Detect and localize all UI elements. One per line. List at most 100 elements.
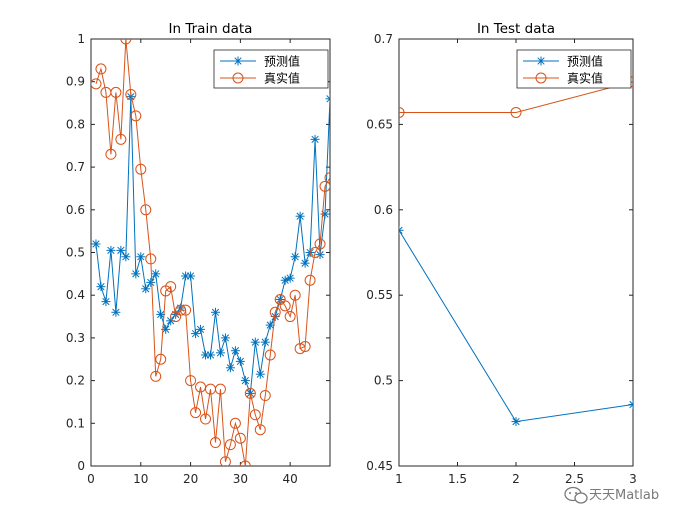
train-predicted-data-point bbox=[210, 307, 220, 317]
train-actual-data-point bbox=[140, 204, 152, 216]
train-actual-data-point bbox=[309, 247, 321, 258]
test-actual-data-point bbox=[510, 106, 522, 118]
train-predicted-data-point bbox=[91, 239, 101, 249]
train-y-tick-label: 0.4 bbox=[66, 288, 85, 302]
test-x-tick-label: 2.5 bbox=[565, 472, 584, 486]
train-actual-data-point bbox=[180, 304, 192, 316]
train-actual-data-point bbox=[234, 432, 246, 444]
train-predicted-data-point bbox=[141, 284, 151, 294]
train-actual-data-point bbox=[135, 163, 147, 175]
train-y-tick-label: 0.2 bbox=[66, 374, 85, 388]
test-legend-entry-actual: 真实值 bbox=[523, 71, 603, 86]
train-predicted-data-point bbox=[96, 282, 106, 292]
test-x-tick-label: 2 bbox=[512, 472, 520, 486]
train-predicted-data-point bbox=[186, 271, 196, 281]
train-actual-data-point bbox=[319, 180, 330, 192]
train-series bbox=[91, 39, 330, 466]
train-y-tick-label: 1 bbox=[77, 32, 85, 46]
train-y-tick-label: 0.3 bbox=[66, 331, 85, 345]
test-y-tick-label: 0.55 bbox=[366, 288, 393, 302]
train-legend-entry-actual-glyph bbox=[232, 72, 244, 84]
train-actual-data-point bbox=[95, 63, 107, 75]
train-predicted-data-point bbox=[136, 252, 146, 262]
train-predicted-data-point bbox=[240, 376, 250, 386]
test-legend: 预测值 真实值 bbox=[516, 49, 632, 89]
train-predicted-data-point bbox=[146, 277, 156, 287]
test-legend-label-predicted: 预测值 bbox=[567, 54, 603, 69]
test-actual-data-point bbox=[399, 106, 405, 118]
train-actual-data-point bbox=[110, 86, 122, 98]
train-predicted-data-point bbox=[106, 245, 116, 255]
train-chart-title: In Train data bbox=[169, 21, 253, 37]
test-predicted-data-point bbox=[511, 417, 521, 427]
train-actual-data-point bbox=[289, 289, 301, 301]
train-actual-series-line bbox=[95, 39, 330, 466]
test-predicted-data-point bbox=[399, 225, 404, 235]
train-predicted-series-line bbox=[95, 96, 330, 394]
train-predicted-data-point bbox=[230, 346, 240, 356]
train-actual-data-point bbox=[224, 439, 236, 451]
test-legend-entry-predicted-glyph bbox=[536, 56, 546, 66]
train-legend-label-predicted: 预测值 bbox=[264, 54, 300, 69]
train-actual-data-point bbox=[279, 300, 291, 312]
train-predicted-data-point bbox=[131, 269, 141, 279]
test-y-tick-label: 0.5 bbox=[374, 374, 393, 388]
test-legend-box bbox=[516, 49, 632, 89]
train-actual-data-point bbox=[254, 424, 266, 436]
test-x-tick-label: 1.5 bbox=[448, 472, 467, 486]
test-series bbox=[399, 76, 633, 427]
train-predicted-data-point bbox=[196, 324, 206, 334]
test-axes: In Test data 1 1.5 2 2.5 3 0.45 0.5 0.55 0.6 0.6… bbox=[366, 21, 637, 486]
train-legend-entry-predicted: 预测值 bbox=[220, 54, 300, 69]
test-x-tick-label: 1 bbox=[395, 472, 403, 486]
train-x-tick-label: 0 bbox=[87, 472, 95, 486]
train-axes: In Train data 0 10 20 30 40 0 0.1 0.2 0.3 0.4 0.5… bbox=[66, 21, 331, 486]
train-actual-data-point bbox=[120, 39, 132, 45]
train-predicted-data-point bbox=[295, 211, 305, 221]
train-actual-data-point bbox=[294, 343, 306, 355]
test-x-tick-label: 3 bbox=[629, 472, 637, 486]
test-y-tick-label: 0.7 bbox=[374, 32, 393, 46]
train-legend-box bbox=[213, 49, 329, 89]
train-x-tick-label: 10 bbox=[133, 472, 148, 486]
test-x-ticks: 1 1.5 2 2.5 3 bbox=[395, 39, 637, 486]
test-legend-entry-predicted: 预测值 bbox=[523, 54, 603, 69]
train-legend-marker-predicted bbox=[233, 56, 243, 66]
train-actual-data-point bbox=[165, 281, 177, 293]
train-actual-data-point bbox=[299, 340, 311, 352]
train-y-tick-label: 0.5 bbox=[66, 246, 85, 260]
train-x-tick-label: 30 bbox=[233, 472, 248, 486]
train-actual-data-point bbox=[115, 133, 127, 145]
train-actual-data-point bbox=[105, 148, 117, 160]
test-y-tick-label: 0.6 bbox=[374, 203, 393, 217]
train-x-tick-label: 20 bbox=[183, 472, 198, 486]
train-x-ticks: 0 10 20 30 40 bbox=[87, 39, 298, 486]
train-actual-data-point bbox=[91, 78, 102, 90]
train-actual-data-point bbox=[125, 89, 137, 101]
train-predicted-data-point bbox=[235, 356, 245, 366]
train-predicted-data-point bbox=[260, 337, 270, 347]
train-y-tick-label: 0.7 bbox=[66, 160, 85, 174]
train-predicted-data-point bbox=[250, 337, 260, 347]
train-predicted-data-point bbox=[111, 307, 121, 317]
train-predicted-data-point bbox=[191, 329, 201, 339]
train-y-ticks: 0 0.1 0.2 0.3 0.4 0.5 0.6 0.7 0.8 0.9 1 bbox=[66, 32, 330, 473]
train-actual-data-point bbox=[214, 383, 226, 395]
train-predicted-data-point bbox=[310, 134, 320, 144]
train-actual-data-point bbox=[269, 306, 281, 318]
test-y-tick-label: 0.45 bbox=[366, 459, 393, 473]
train-predicted-data-point bbox=[121, 252, 131, 262]
train-predicted-data-point bbox=[285, 273, 295, 283]
train-actual-data-point bbox=[155, 353, 167, 365]
test-y-ticks: 0.45 0.5 0.55 0.6 0.65 0.7 bbox=[366, 32, 633, 473]
train-predicted-data-point bbox=[206, 350, 215, 360]
test-y-tick-label: 0.65 bbox=[366, 117, 393, 131]
train-actual-data-point bbox=[249, 409, 261, 421]
test-legend-entry-actual-glyph bbox=[535, 72, 547, 84]
train-actual-data-point bbox=[219, 456, 231, 466]
test-plot-box bbox=[398, 38, 634, 467]
train-actual-data-point bbox=[185, 375, 197, 387]
train-actual-data-point bbox=[145, 253, 157, 265]
wechat-icon bbox=[564, 486, 588, 504]
